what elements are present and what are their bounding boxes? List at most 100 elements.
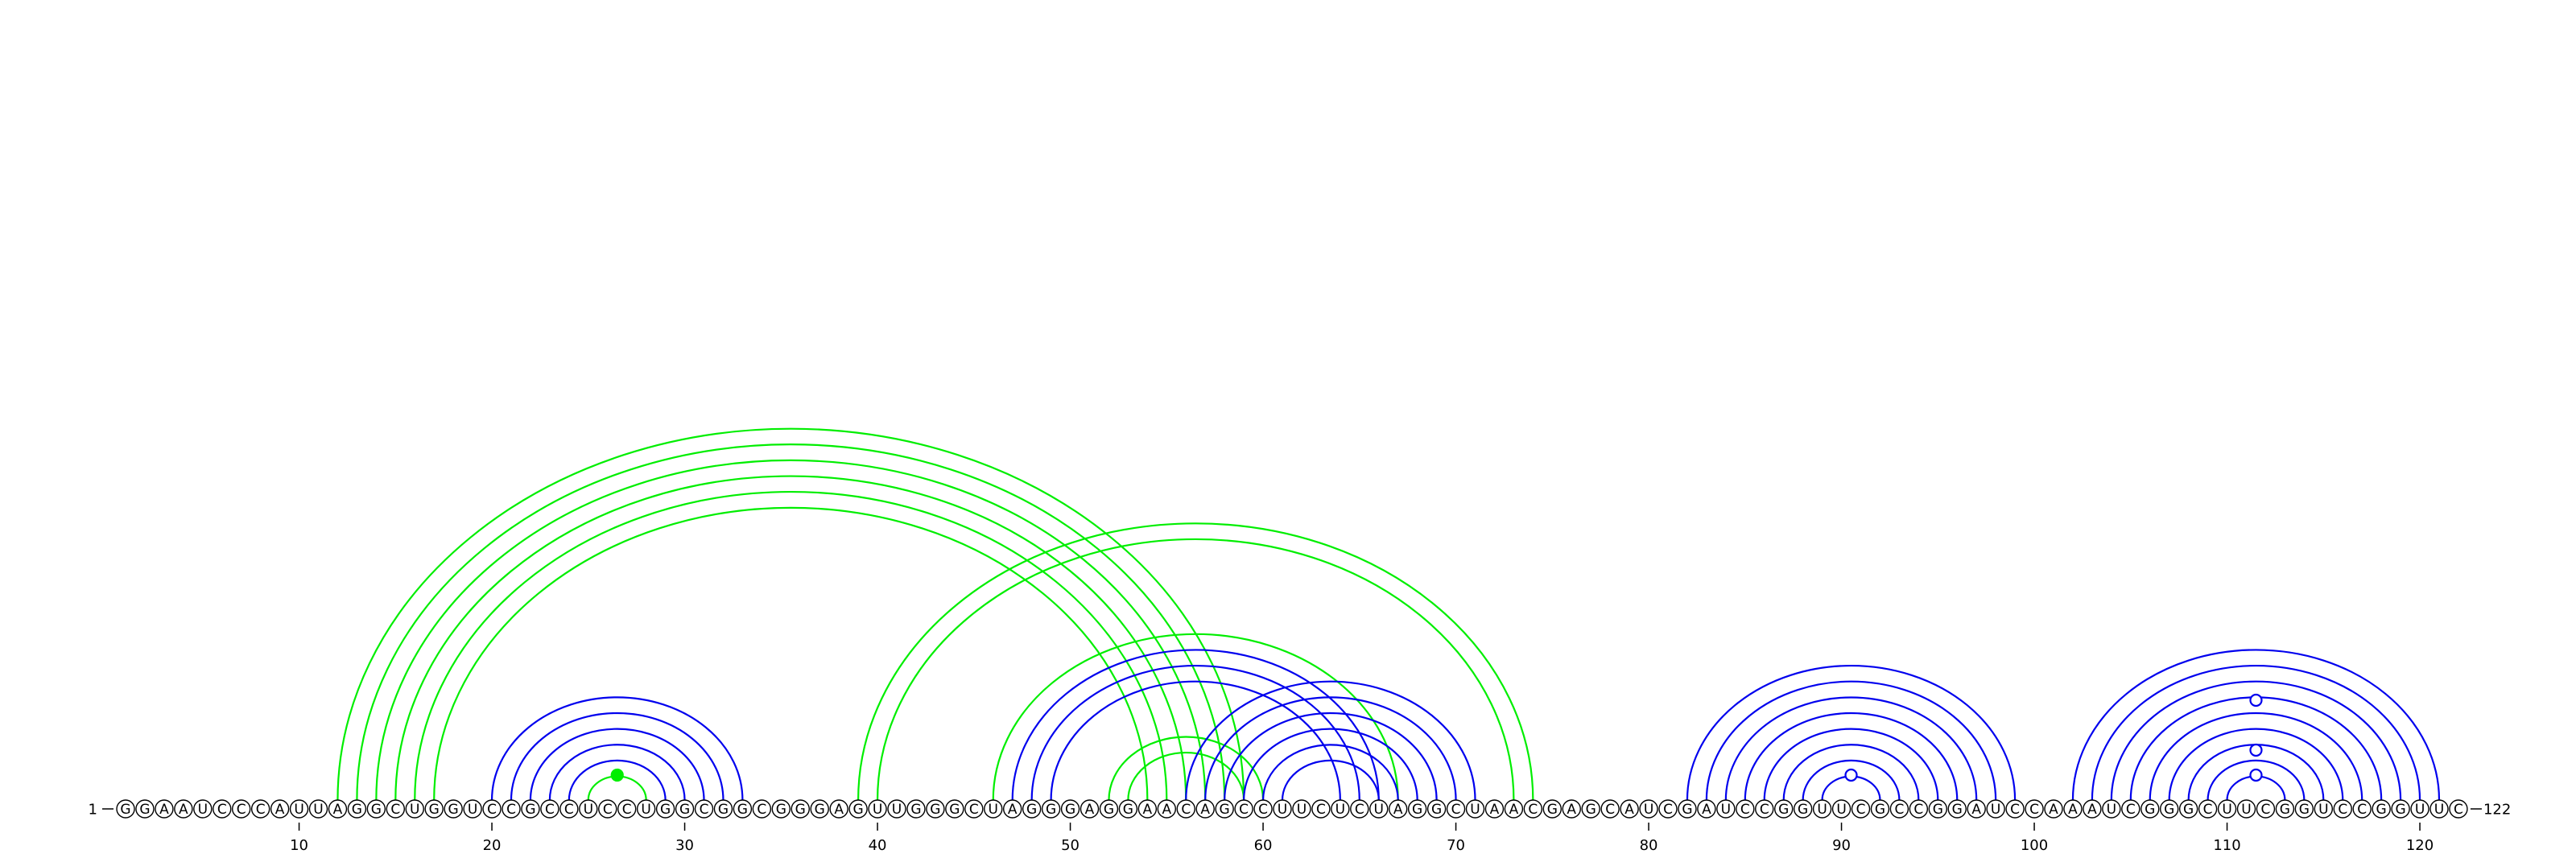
nucleotide-72-circle [1484,799,1505,819]
nucleotide-51-circle [1080,799,1100,819]
nucleotide-75-letter: G [1547,802,1558,818]
nucleotide-8-letter: C [256,802,266,818]
nucleotide-39-circle [848,799,868,819]
marker-filled-1 [610,768,624,782]
nucleotide-22-circle [521,799,540,819]
nucleotide-70-letter: C [1451,802,1461,818]
nucleotide-2-circle [135,799,155,819]
nucleotide-65-letter: C [1355,802,1364,818]
nucleotide-86-letter: C [1760,802,1769,818]
nucleotide-83-letter: A [1702,802,1711,818]
nucleotide-58-circle [1215,799,1234,819]
nucleotide-3-letter: A [159,802,169,818]
nucleotide-107-circle [2159,799,2179,819]
nucleotide-79-circle [1620,799,1639,819]
nucleotide-31-circle [694,799,714,819]
nucleotide-114-letter: G [2299,802,2310,818]
nucleotide-83-circle [1697,799,1716,819]
arc-blue-59-68 [1243,728,1418,801]
nucleotide-72-letter: A [1490,802,1500,818]
arc-green-52-60 [1108,736,1265,801]
markers-layer [610,693,2263,782]
nucleotide-20-letter: C [487,802,497,818]
nucleotide-12-circle [328,799,348,819]
arc-green-12-59 [336,427,1245,801]
nucleotide-98-letter: U [1991,802,2000,818]
nucleotide-15-circle [386,799,405,819]
nucleotide-82-circle [1678,799,1697,819]
nucleotide-109-letter: C [2203,802,2213,818]
nucleotide-9-letter: A [275,802,285,818]
nucleotide-64-letter: U [1335,802,1345,818]
nucleotide-119-circle [2391,799,2410,819]
nucleotide-118-circle [2372,799,2391,819]
arc-blue-104-119 [2110,680,2402,801]
arc-green-40-73 [876,538,1515,801]
nucleotide-90-circle [1831,799,1852,819]
nucleotide-90-letter: U [1836,802,1846,818]
arc-blue-83-98 [1705,680,1997,801]
nucleotide-71-letter: U [1470,802,1480,818]
marker-open-4 [2249,743,2263,757]
nucleotide-116-letter: C [2338,802,2347,818]
nucleotide-113-letter: G [2280,802,2290,818]
nucleotide-55-letter: A [1162,802,1171,818]
nucleotide-121-circle [2429,799,2449,819]
nucleotide-29-circle [655,799,675,819]
nucleotide-69-letter: G [1431,802,1442,818]
nucleotide-101-circle [2044,799,2063,819]
nucleotide-19-letter: U [468,802,477,818]
nucleotide-81-letter: C [1663,802,1673,818]
nucleotide-32-circle [713,799,733,819]
nucleotide-6-letter: C [217,802,227,818]
backbone-layer: 1 122 [89,802,2512,819]
nucleotide-45-letter: C [969,802,979,818]
nucleotide-5-circle [193,799,213,819]
nucleotide-100-circle [2025,799,2044,819]
nucleotide-87-letter: G [1778,802,1789,818]
tick-label-30: 30 [675,837,694,854]
nucleotide-57-circle [1195,799,1215,819]
nucleotide-64-circle [1331,799,1350,819]
nucleotide-111-letter: U [2241,802,2251,818]
marker-open-5 [2249,693,2263,707]
nucleotide-24-circle [559,799,579,819]
nucleotide-40-letter: U [873,802,882,818]
nucleotide-11-letter: U [313,802,323,818]
nucleotide-32-letter: G [718,802,729,818]
nucleotide-91-letter: C [1856,802,1866,818]
tick-label-100: 100 [2021,837,2048,854]
nucleotide-47-circle [1002,799,1022,819]
tick-label-110: 110 [2213,837,2240,854]
start-label: 1 [89,802,97,819]
nucleotide-74-letter: C [1528,802,1538,818]
nucleotide-119-letter: G [2396,802,2406,818]
nucleotide-106-circle [2140,799,2160,819]
nucleotide-66-circle [1369,799,1389,819]
nucleotide-58-letter: G [1220,802,1230,818]
tick-label-80: 80 [1640,837,1658,854]
nucleotide-92-letter: G [1875,802,1885,818]
nucleotide-85-letter: C [1740,802,1750,818]
nucleotide-6-circle [213,799,232,819]
nucleotide-48-circle [1022,799,1042,819]
nucleotide-95-letter: G [1933,802,1943,818]
arc-blue-57-70 [1204,696,1457,801]
nucleotide-91-circle [1851,799,1871,819]
nucleotide-7-letter: C [237,802,246,818]
nucleotide-47-letter: A [1008,802,1018,818]
nucleotide-61-letter: U [1278,802,1287,818]
marker-open-3 [2249,768,2263,782]
nucleotide-107-letter: G [2164,802,2174,818]
nucleotide-37-circle [810,799,829,819]
nucleotide-21-letter: C [506,802,516,818]
arc-blue-47-66 [1011,649,1380,801]
nucleotide-17-circle [424,799,444,819]
nucleotide-38-letter: A [834,802,844,818]
nucleotide-114-circle [2294,799,2314,819]
nucleotide-76-letter: A [1567,802,1576,818]
nucleotide-46-circle [984,799,1003,819]
nucleotide-108-circle [2178,799,2198,819]
nucleotide-73-circle [1504,799,1524,819]
